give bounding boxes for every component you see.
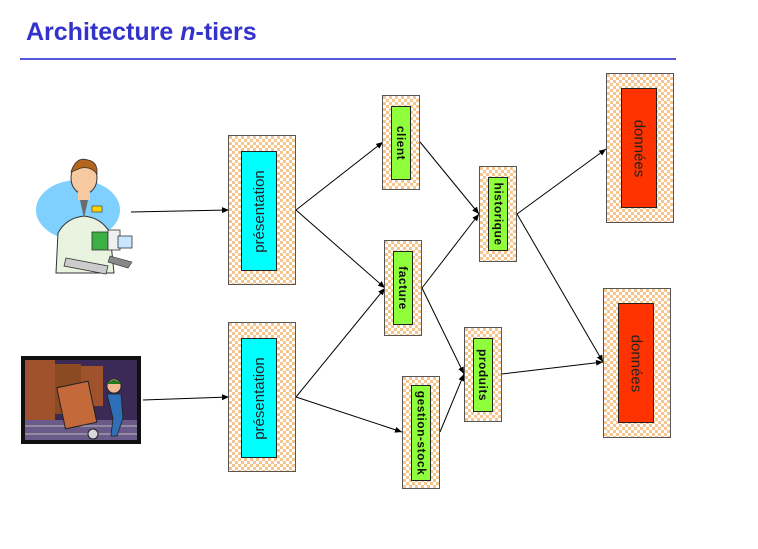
donnees-inner-1: données bbox=[621, 88, 657, 208]
title-underline bbox=[20, 58, 676, 60]
historique-inner: historique bbox=[488, 177, 508, 251]
slide-title: Architecture n-tiers bbox=[26, 18, 257, 47]
presentation-box-2: présentation bbox=[228, 322, 296, 472]
arrow-presentation-1-to-client bbox=[295, 141, 384, 211]
title-prefix: Architecture bbox=[26, 18, 181, 46]
gestion-stock-box: gestion-stock bbox=[402, 376, 440, 489]
gestion-stock-inner: gestion-stock bbox=[411, 385, 431, 481]
donnees-box-1: données bbox=[606, 73, 674, 223]
gestion-stock-label: gestion-stock bbox=[414, 390, 429, 476]
produits-box: produits bbox=[464, 327, 502, 422]
presentation-label-1: présentation bbox=[250, 169, 268, 253]
arrow-gestion-stock-to-produits bbox=[439, 373, 465, 433]
arrow-facture-to-produits bbox=[421, 287, 465, 375]
facture-inner: facture bbox=[393, 251, 413, 325]
client-inner: client bbox=[391, 106, 411, 180]
client-box: client bbox=[382, 95, 420, 190]
arrow-client-to-historique bbox=[419, 141, 480, 215]
donnees-inner-2: données bbox=[618, 303, 654, 423]
historique-box: historique bbox=[479, 166, 517, 262]
arrow-presentation-2-to-gestion-stock bbox=[295, 396, 403, 433]
presentation-label-2: présentation bbox=[250, 356, 268, 440]
arrow-historique-to-donnees-1 bbox=[516, 148, 607, 215]
arrow-presentation-2-to-facture bbox=[295, 287, 386, 398]
title-suffix: -tiers bbox=[195, 18, 257, 46]
donnees-box-2: données bbox=[603, 288, 671, 438]
produits-label: produits bbox=[476, 349, 490, 401]
produits-inner: produits bbox=[473, 338, 493, 412]
arrow-historique-to-donnees-2 bbox=[516, 213, 604, 363]
arrow-produits-to-donnees-2 bbox=[501, 359, 604, 375]
facture-label: facture bbox=[396, 266, 411, 310]
presentation-inner-2: présentation bbox=[241, 338, 277, 458]
arrow-facture-to-historique bbox=[421, 213, 480, 289]
client-label: client bbox=[394, 125, 408, 161]
arrow-presentation-1-to-facture bbox=[295, 209, 386, 289]
donnees-label-2: données bbox=[627, 334, 645, 392]
presentation-inner-1: présentation bbox=[241, 151, 277, 271]
historique-label: historique bbox=[491, 182, 506, 246]
presentation-box-1: présentation bbox=[228, 135, 296, 285]
arrow-user-to-presentation-1 bbox=[130, 207, 230, 214]
user-clipart bbox=[36, 158, 133, 275]
title-italic: n bbox=[180, 18, 196, 46]
arrow-worker-to-presentation-2 bbox=[142, 394, 230, 401]
warehouse-worker-clipart bbox=[21, 356, 141, 444]
facture-box: facture bbox=[384, 240, 422, 336]
donnees-label-1: données bbox=[630, 119, 648, 177]
